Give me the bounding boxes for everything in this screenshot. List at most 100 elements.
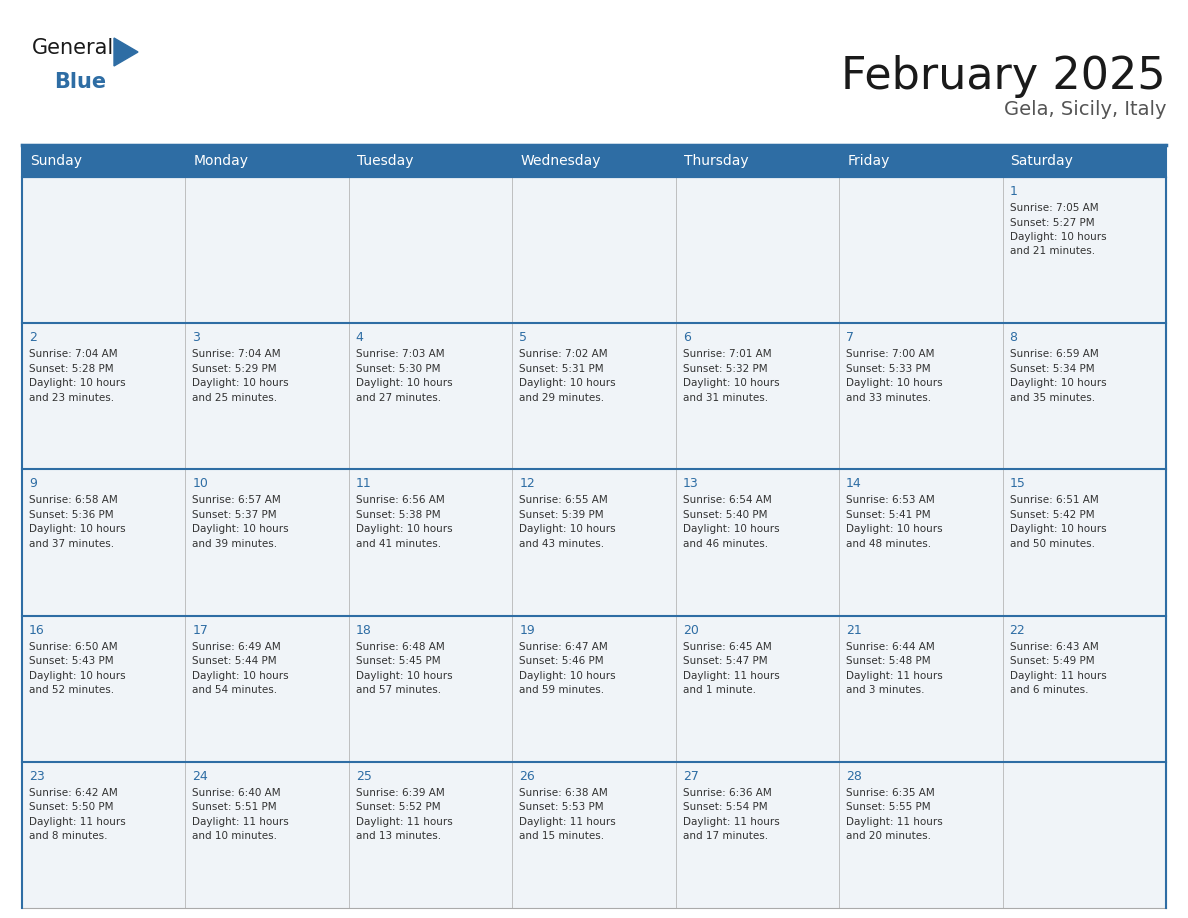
Text: 18: 18: [356, 623, 372, 636]
Text: Sunrise: 6:47 AM: Sunrise: 6:47 AM: [519, 642, 608, 652]
Text: Sunrise: 6:59 AM: Sunrise: 6:59 AM: [1010, 349, 1099, 359]
Text: Daylight: 11 hours: Daylight: 11 hours: [192, 817, 289, 827]
Bar: [1003, 616, 1165, 762]
Text: Daylight: 11 hours: Daylight: 11 hours: [519, 817, 617, 827]
Text: Sunrise: 6:51 AM: Sunrise: 6:51 AM: [1010, 496, 1099, 506]
Text: 12: 12: [519, 477, 535, 490]
Text: Sunrise: 7:04 AM: Sunrise: 7:04 AM: [29, 349, 118, 359]
Text: and 31 minutes.: and 31 minutes.: [683, 393, 767, 403]
Text: Sunset: 5:27 PM: Sunset: 5:27 PM: [1010, 218, 1094, 228]
Bar: [512, 145, 676, 177]
Text: Daylight: 10 hours: Daylight: 10 hours: [29, 378, 126, 388]
Text: Sunrise: 6:49 AM: Sunrise: 6:49 AM: [192, 642, 282, 652]
Text: and 48 minutes.: and 48 minutes.: [846, 539, 931, 549]
Text: Sunset: 5:41 PM: Sunset: 5:41 PM: [846, 509, 930, 520]
Text: 11: 11: [356, 477, 372, 490]
Text: Sunset: 5:48 PM: Sunset: 5:48 PM: [846, 656, 930, 666]
Text: 25: 25: [356, 770, 372, 783]
Bar: [839, 469, 1003, 616]
Text: Sunset: 5:45 PM: Sunset: 5:45 PM: [356, 656, 441, 666]
Bar: [349, 616, 512, 762]
Text: 16: 16: [29, 623, 45, 636]
Text: 5: 5: [519, 331, 527, 344]
Text: Daylight: 11 hours: Daylight: 11 hours: [683, 817, 779, 827]
Text: Daylight: 11 hours: Daylight: 11 hours: [846, 671, 943, 680]
Text: Sunset: 5:39 PM: Sunset: 5:39 PM: [519, 509, 604, 520]
Text: February 2025: February 2025: [841, 55, 1165, 98]
Text: 14: 14: [846, 477, 861, 490]
Text: Sunset: 5:38 PM: Sunset: 5:38 PM: [356, 509, 441, 520]
Text: Thursday: Thursday: [684, 154, 748, 168]
Bar: [839, 323, 1003, 469]
Text: Sunset: 5:28 PM: Sunset: 5:28 PM: [29, 364, 114, 374]
Text: Daylight: 10 hours: Daylight: 10 hours: [519, 671, 615, 680]
Text: Sunset: 5:55 PM: Sunset: 5:55 PM: [846, 802, 930, 812]
Text: 2: 2: [29, 331, 37, 344]
Text: Sunrise: 6:50 AM: Sunrise: 6:50 AM: [29, 642, 118, 652]
Bar: [185, 323, 349, 469]
Text: Sunset: 5:33 PM: Sunset: 5:33 PM: [846, 364, 930, 374]
Text: and 27 minutes.: and 27 minutes.: [356, 393, 441, 403]
Text: Daylight: 10 hours: Daylight: 10 hours: [519, 524, 615, 534]
Text: Sunrise: 6:48 AM: Sunrise: 6:48 AM: [356, 642, 444, 652]
Text: and 35 minutes.: and 35 minutes.: [1010, 393, 1094, 403]
Bar: [1003, 323, 1165, 469]
Text: Sunset: 5:46 PM: Sunset: 5:46 PM: [519, 656, 604, 666]
Text: 20: 20: [683, 623, 699, 636]
Text: 21: 21: [846, 623, 861, 636]
Text: Daylight: 10 hours: Daylight: 10 hours: [192, 671, 289, 680]
Bar: [512, 616, 676, 762]
Text: and 13 minutes.: and 13 minutes.: [356, 832, 441, 841]
Bar: [676, 616, 839, 762]
Text: Blue: Blue: [53, 72, 106, 92]
Text: Daylight: 10 hours: Daylight: 10 hours: [356, 524, 453, 534]
Bar: [23, 323, 185, 469]
Text: Tuesday: Tuesday: [356, 154, 413, 168]
Text: Sunrise: 6:44 AM: Sunrise: 6:44 AM: [846, 642, 935, 652]
Bar: [676, 762, 839, 908]
Bar: [1003, 177, 1165, 323]
Text: 22: 22: [1010, 623, 1025, 636]
Bar: [1003, 762, 1165, 908]
Bar: [23, 762, 185, 908]
Text: and 29 minutes.: and 29 minutes.: [519, 393, 605, 403]
Text: Daylight: 10 hours: Daylight: 10 hours: [1010, 232, 1106, 242]
Text: Sunset: 5:44 PM: Sunset: 5:44 PM: [192, 656, 277, 666]
Text: 19: 19: [519, 623, 535, 636]
Text: Sunrise: 7:03 AM: Sunrise: 7:03 AM: [356, 349, 444, 359]
Text: 3: 3: [192, 331, 201, 344]
Text: Sunrise: 6:36 AM: Sunrise: 6:36 AM: [683, 788, 771, 798]
Bar: [676, 177, 839, 323]
Text: Daylight: 10 hours: Daylight: 10 hours: [29, 524, 126, 534]
Text: Daylight: 10 hours: Daylight: 10 hours: [1010, 378, 1106, 388]
Text: Sunset: 5:49 PM: Sunset: 5:49 PM: [1010, 656, 1094, 666]
Text: Daylight: 10 hours: Daylight: 10 hours: [683, 524, 779, 534]
Bar: [349, 323, 512, 469]
Text: Daylight: 11 hours: Daylight: 11 hours: [29, 817, 126, 827]
Text: Daylight: 10 hours: Daylight: 10 hours: [519, 378, 615, 388]
Text: Sunset: 5:54 PM: Sunset: 5:54 PM: [683, 802, 767, 812]
Bar: [676, 469, 839, 616]
Text: Gela, Sicily, Italy: Gela, Sicily, Italy: [1004, 100, 1165, 119]
Text: 17: 17: [192, 623, 208, 636]
Text: Sunrise: 7:01 AM: Sunrise: 7:01 AM: [683, 349, 771, 359]
Text: Sunrise: 6:38 AM: Sunrise: 6:38 AM: [519, 788, 608, 798]
Bar: [349, 762, 512, 908]
Bar: [185, 145, 349, 177]
Text: Sunrise: 6:42 AM: Sunrise: 6:42 AM: [29, 788, 118, 798]
Text: Sunset: 5:43 PM: Sunset: 5:43 PM: [29, 656, 114, 666]
Text: Sunrise: 6:54 AM: Sunrise: 6:54 AM: [683, 496, 771, 506]
Text: and 6 minutes.: and 6 minutes.: [1010, 685, 1088, 695]
Text: and 59 minutes.: and 59 minutes.: [519, 685, 605, 695]
Bar: [839, 616, 1003, 762]
Bar: [349, 469, 512, 616]
Text: Sunset: 5:36 PM: Sunset: 5:36 PM: [29, 509, 114, 520]
Bar: [185, 616, 349, 762]
Bar: [676, 145, 839, 177]
Text: 28: 28: [846, 770, 862, 783]
Text: and 33 minutes.: and 33 minutes.: [846, 393, 931, 403]
Text: Sunrise: 6:45 AM: Sunrise: 6:45 AM: [683, 642, 771, 652]
Bar: [512, 177, 676, 323]
Text: Sunrise: 7:05 AM: Sunrise: 7:05 AM: [1010, 203, 1098, 213]
Text: 4: 4: [356, 331, 364, 344]
